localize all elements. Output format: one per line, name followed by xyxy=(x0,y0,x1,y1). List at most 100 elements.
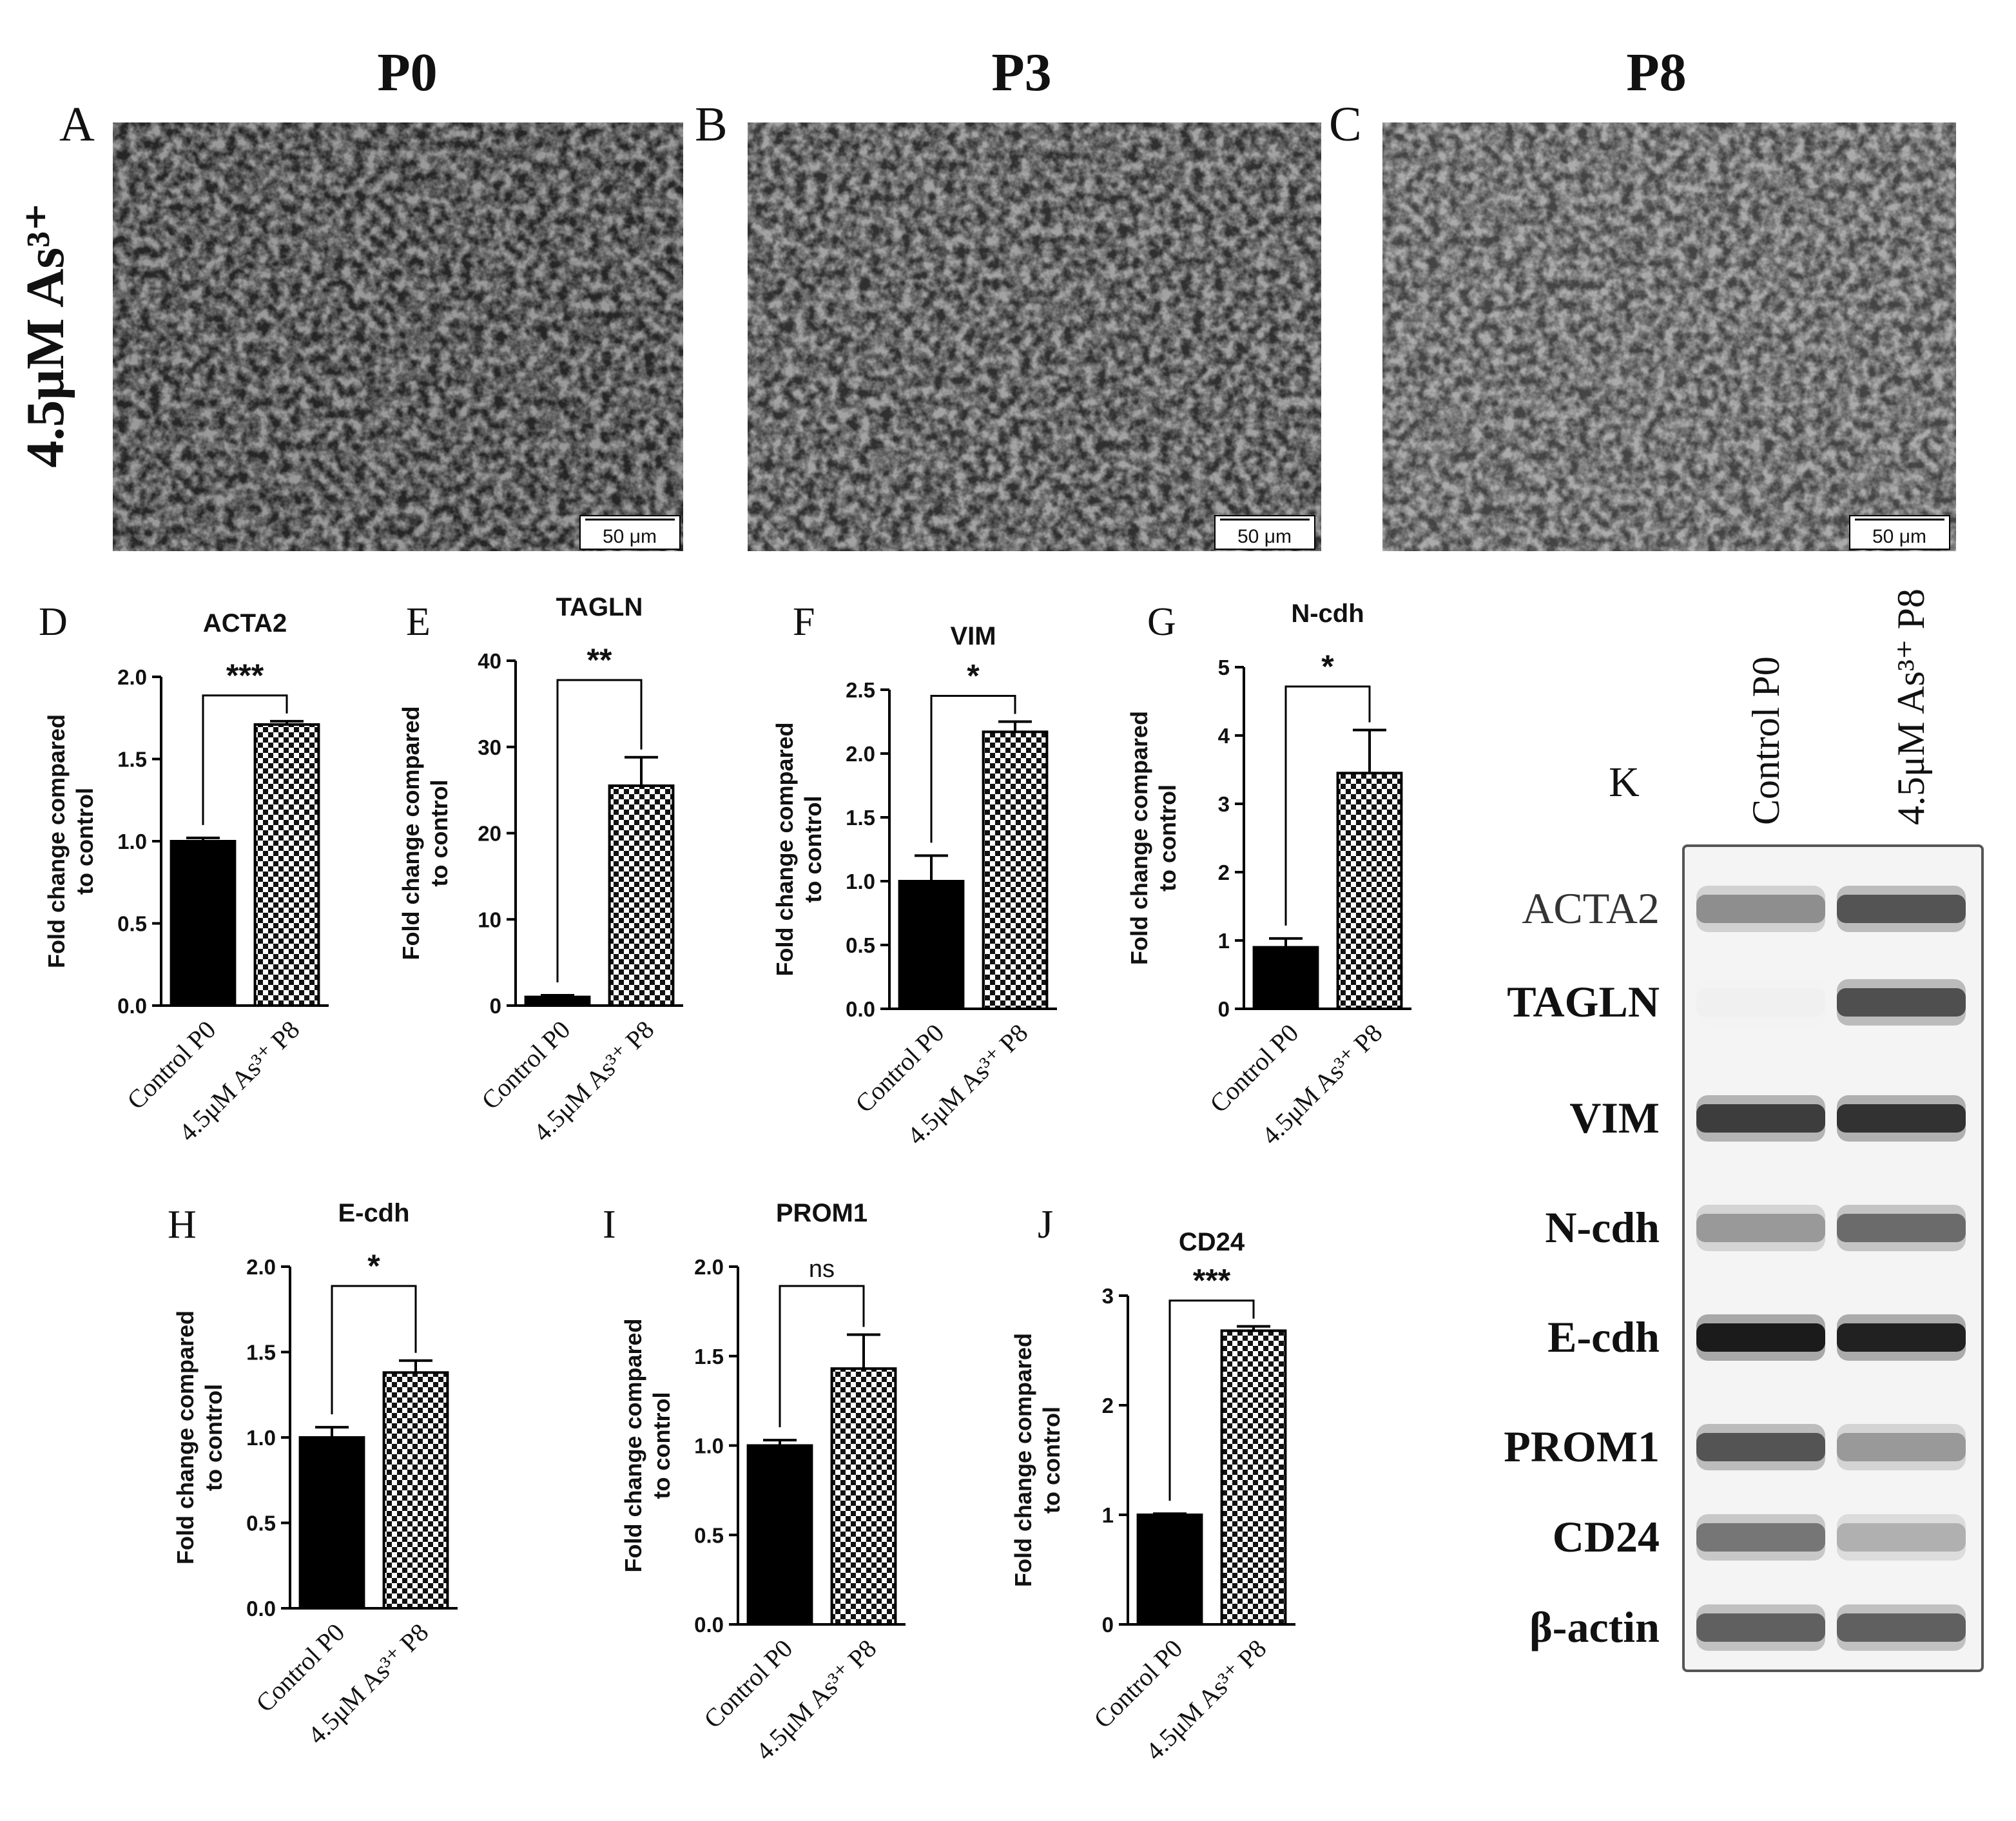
bar-treated xyxy=(253,723,320,1007)
row-label: 4.5μM As³⁺ xyxy=(15,202,75,467)
chart-d: D ACTA2 Fold change comparedto control 0.0 0… xyxy=(39,600,329,1147)
y-tick-label: 1 xyxy=(1102,1503,1114,1527)
chart-title: PROM1 xyxy=(776,1199,867,1227)
bar-treated xyxy=(982,730,1049,1010)
scale-bar-box-b xyxy=(1214,515,1315,550)
blot-band-row: ACTA2 xyxy=(1522,884,1966,933)
blot-band-control xyxy=(1696,1613,1825,1642)
bar-control xyxy=(170,840,237,1007)
blot-band-control xyxy=(1696,1214,1825,1242)
y-tick-label: 3 xyxy=(1102,1284,1114,1308)
micrograph-row: 4.5μM As³⁺ A P0 50 μm B P3 50 μm C P8 xyxy=(15,43,1956,551)
significance-bracket xyxy=(556,679,643,982)
chart-f: F VIM Fold change comparedto control 0.0 0.5… xyxy=(771,600,1057,1150)
y-tick-label: 0 xyxy=(1102,1613,1114,1637)
blot-band-control xyxy=(1696,1433,1825,1461)
chart-title: ACTA2 xyxy=(203,609,287,638)
blot-band-row: N-cdh xyxy=(1545,1203,1966,1252)
blot-band-label: β-actin xyxy=(1529,1602,1660,1651)
scale-bar-box-c xyxy=(1849,515,1950,550)
y-axis-label: Fold change comparedto control xyxy=(172,1310,227,1564)
y-tick-label: 2.0 xyxy=(117,665,147,689)
bar-control xyxy=(898,880,965,1010)
y-tick-label: 2 xyxy=(1102,1394,1114,1417)
y-tick-label: 3 xyxy=(1218,792,1230,816)
y-tick-label: 1.0 xyxy=(246,1426,276,1450)
significance-marker: ** xyxy=(587,642,612,678)
y-tick-label: 4 xyxy=(1218,724,1230,748)
panel-letter-i: I xyxy=(603,1203,616,1247)
y-tick-label: 2.0 xyxy=(694,1255,724,1279)
significance-bracket xyxy=(202,694,288,825)
blot-band-treated xyxy=(1837,895,1966,923)
bar-treated xyxy=(830,1367,897,1626)
scale-bar-box-a xyxy=(579,515,681,550)
panel-letter-b: B xyxy=(695,97,728,151)
passage-label-p0: P0 xyxy=(377,43,437,102)
chart-title: N-cdh xyxy=(1291,599,1364,628)
blot-band-label: VIM xyxy=(1569,1093,1660,1142)
blot-band-label: N-cdh xyxy=(1545,1203,1660,1252)
significance-bracket xyxy=(779,1285,865,1428)
panel-letter-e: E xyxy=(406,600,431,644)
blot-band-treated xyxy=(1837,1104,1966,1133)
y-tick-label: 0.0 xyxy=(694,1613,724,1637)
y-tick-label: 0.0 xyxy=(117,994,147,1018)
blot-band-label: PROM1 xyxy=(1504,1422,1660,1471)
y-tick-label: 30 xyxy=(478,735,501,759)
blot-band-treated xyxy=(1837,1523,1966,1552)
significance-bracket xyxy=(1168,1300,1255,1501)
y-tick-label: 2.5 xyxy=(846,678,875,702)
chart-i: I PROM1 Fold change comparedto control 0.0 0… xyxy=(603,1199,906,1766)
significance-bracket xyxy=(331,1285,417,1415)
y-tick-label: 1.5 xyxy=(246,1341,276,1365)
blot-lane-label-control: Control P0 xyxy=(1745,656,1787,825)
significance-bracket xyxy=(930,695,1016,843)
y-tick-label: 2.0 xyxy=(246,1255,276,1279)
blot-band-label: TAGLN xyxy=(1507,977,1660,1026)
y-tick-label: 1.5 xyxy=(117,748,147,772)
significance-marker: *** xyxy=(1193,1263,1231,1299)
significance-marker: ns xyxy=(809,1256,835,1283)
chart-title: E-cdh xyxy=(338,1199,409,1227)
y-tick-label: 5 xyxy=(1218,656,1230,679)
chart-title: VIM xyxy=(950,622,996,650)
passage-label-p3: P3 xyxy=(991,43,1051,102)
panel-letter-k: K xyxy=(1609,759,1640,806)
panel-letter-c: C xyxy=(1329,97,1362,151)
y-tick-label: 10 xyxy=(478,908,501,931)
blot-band-row: E-cdh xyxy=(1547,1312,1966,1361)
panel-letter-h: H xyxy=(168,1203,197,1247)
y-tick-label: 40 xyxy=(478,649,501,673)
blot-band-row: VIM xyxy=(1569,1093,1966,1142)
western-blot: K Control P0 4.5μM As³⁺ P8 ACTA2 TAGLN VIM… xyxy=(1504,589,1984,1672)
significance-marker: * xyxy=(1321,648,1334,685)
blot-lane-label-treated: 4.5μM As³⁺ P8 xyxy=(1890,589,1932,825)
bar-treated xyxy=(1220,1329,1287,1626)
blot-band-control xyxy=(1696,1323,1825,1352)
blot-band-label: ACTA2 xyxy=(1522,884,1660,933)
y-tick-label: 1.0 xyxy=(117,830,147,853)
y-tick-label: 2 xyxy=(1218,861,1230,884)
panel-letter-j: J xyxy=(1038,1203,1053,1247)
chart-g: G N-cdh Fold change comparedto control 0 1 2 3… xyxy=(1126,599,1411,1150)
y-axis-label: Fold change comparedto control xyxy=(620,1318,675,1572)
y-tick-label: 0.5 xyxy=(694,1523,724,1547)
blot-band-treated xyxy=(1837,1323,1966,1352)
blot-band-control xyxy=(1696,1523,1825,1552)
blot-bands: ACTA2 TAGLN VIM N-cdh E-cdh PROM1 CD24 β-actin xyxy=(1504,884,1966,1651)
y-tick-label: 0 xyxy=(1218,997,1230,1021)
bar-treated xyxy=(1336,772,1403,1011)
bar-treated xyxy=(382,1371,449,1610)
significance-marker: * xyxy=(367,1248,380,1284)
y-tick-label: 0.5 xyxy=(246,1512,276,1535)
bar-treated xyxy=(608,784,675,1007)
blot-band-row: TAGLN xyxy=(1507,977,1966,1026)
scale-bar-label-b: 50 μm xyxy=(1237,526,1292,547)
chart-h: H E-cdh Fold change comparedto control 0.0 0… xyxy=(168,1199,458,1749)
y-tick-label: 0.5 xyxy=(846,933,875,957)
chart-e: E TAGLN Fold change comparedto control 0 10 2… xyxy=(398,593,683,1147)
chart-title: CD24 xyxy=(1179,1228,1245,1256)
significance-bracket xyxy=(1284,685,1371,926)
blot-band-treated xyxy=(1837,1214,1966,1242)
